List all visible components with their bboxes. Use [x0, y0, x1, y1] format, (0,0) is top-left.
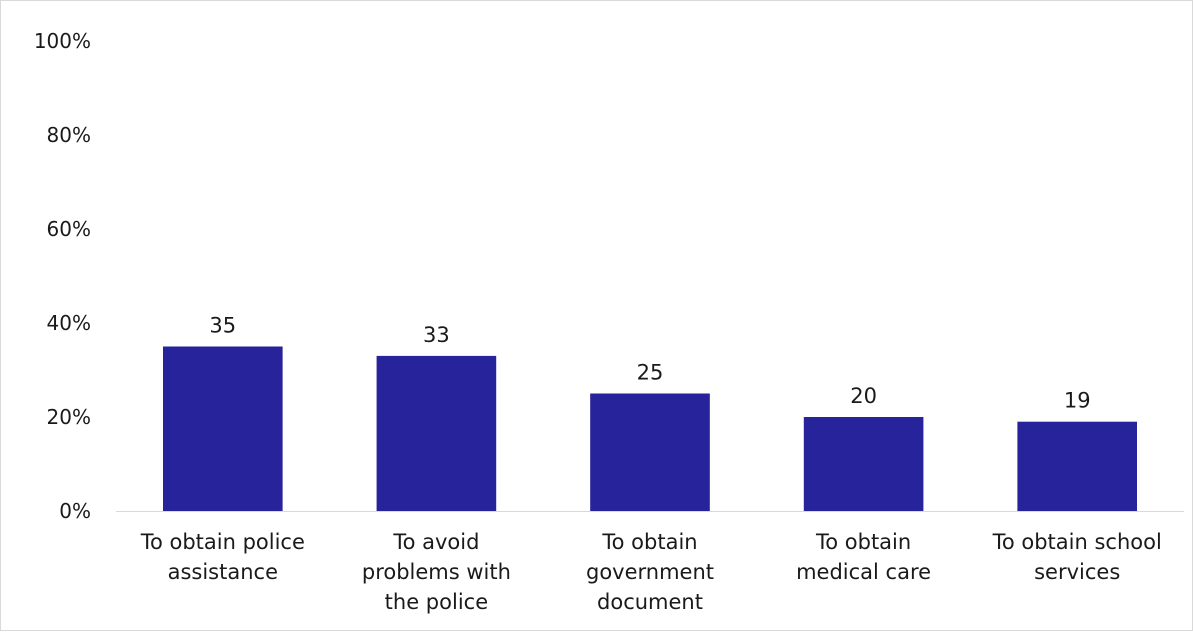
category-labels: To obtain police assistance To avoid proble… — [140, 530, 1162, 614]
category-label: To avoid problems with the police — [362, 530, 511, 614]
bar-value-label: 25 — [637, 361, 664, 385]
bar-value-label: 33 — [423, 323, 450, 347]
bar — [803, 417, 924, 511]
bar — [376, 355, 497, 511]
y-tick-label: 40% — [47, 311, 91, 335]
bar-value-label: 20 — [850, 384, 877, 408]
bar-value-label: 19 — [1064, 389, 1091, 413]
category-label: To obtain police assistance — [140, 530, 305, 584]
bar-value-label: 35 — [209, 314, 236, 338]
y-tick-label: 100% — [34, 29, 91, 53]
y-tick-label: 80% — [47, 123, 91, 147]
bars — [162, 346, 1138, 511]
y-axis-tick-labels: 0% 20% 40% 60% 80% 100% — [34, 29, 91, 523]
data-labels: 35 33 25 20 19 — [209, 314, 1090, 413]
y-tick-label: 60% — [47, 217, 91, 241]
bar — [1017, 421, 1138, 511]
y-tick-label: 0% — [59, 499, 91, 523]
bar — [590, 393, 710, 511]
y-tick-label: 20% — [47, 405, 91, 429]
category-label: To obtain medical care — [796, 530, 931, 584]
category-label: To obtain government document — [586, 530, 714, 614]
bar — [162, 346, 283, 511]
category-label: To obtain school services — [992, 530, 1162, 584]
